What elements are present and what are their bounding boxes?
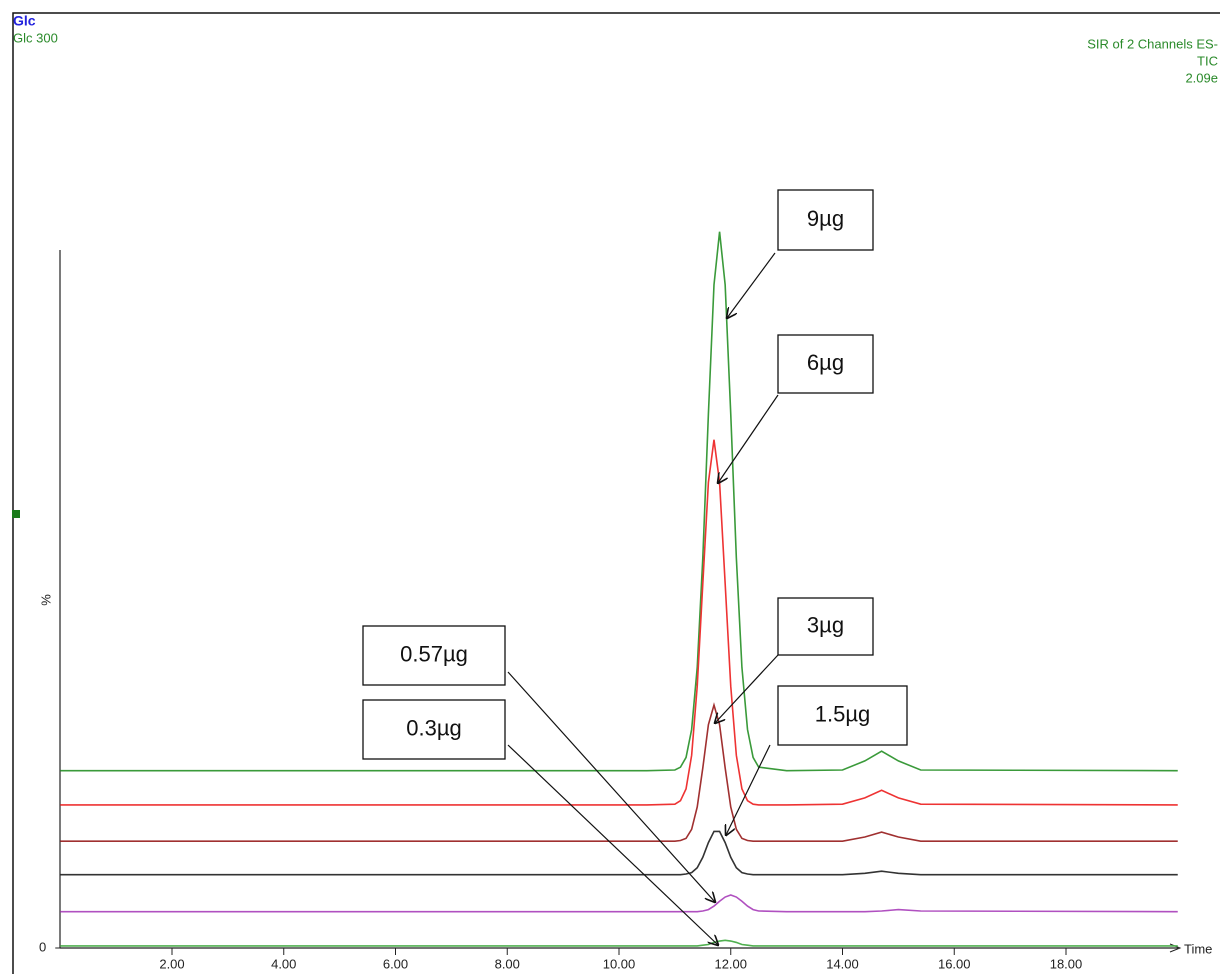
annotation-arrow: [726, 744, 771, 835]
trace: [60, 231, 1178, 772]
annotation-box: [362, 625, 506, 686]
y-tick-label: 0: [39, 939, 46, 954]
annotation-box: [777, 334, 874, 394]
annotation-arrow: [718, 394, 779, 483]
x-axis-label: Time: [1184, 941, 1212, 956]
trace: [60, 702, 1178, 842]
frame: [12, 12, 1220, 974]
annotation-box: [777, 189, 874, 251]
x-tick-label: 8.00: [495, 956, 520, 971]
annotation: 0.3µg: [406, 715, 462, 740]
annotation-arrow: [727, 252, 776, 318]
x-tick-label: 12.00: [714, 956, 747, 971]
annotation-box: [777, 685, 908, 746]
annotation-arrow: [715, 654, 779, 723]
x-tick-label: 18.00: [1050, 956, 1083, 971]
annotation-arrow: [507, 744, 718, 945]
annotation-box: [777, 597, 874, 656]
x-tick-label: 6.00: [383, 956, 408, 971]
annotation: 9µg: [807, 206, 844, 231]
trace: [60, 894, 1178, 913]
x-tick-label: 10.00: [603, 956, 636, 971]
annotation: 6µg: [807, 350, 844, 375]
header-subtitle: Glc 300: [13, 30, 58, 45]
header-title: Glc: [13, 13, 36, 29]
annotation: 1.5µg: [815, 701, 871, 726]
marker: [12, 510, 20, 518]
annotation-arrow: [507, 671, 715, 902]
x-tick-label: 2.00: [159, 956, 184, 971]
x-tick-label: 14.00: [826, 956, 859, 971]
annotation: 0.57µg: [400, 641, 468, 666]
header-info: TIC: [1197, 53, 1218, 68]
x-tick-label: 4.00: [271, 956, 296, 971]
header-info: SIR of 2 Channels ES-: [1087, 36, 1218, 51]
annotation: 3µg: [807, 612, 844, 637]
y-axis-label: %: [38, 594, 53, 606]
annotation-box: [362, 699, 506, 760]
trace: [60, 830, 1178, 876]
trace: [60, 439, 1178, 806]
header-info: 2.09e: [1185, 70, 1218, 85]
x-tick-label: 16.00: [938, 956, 971, 971]
trace: [60, 939, 1178, 947]
